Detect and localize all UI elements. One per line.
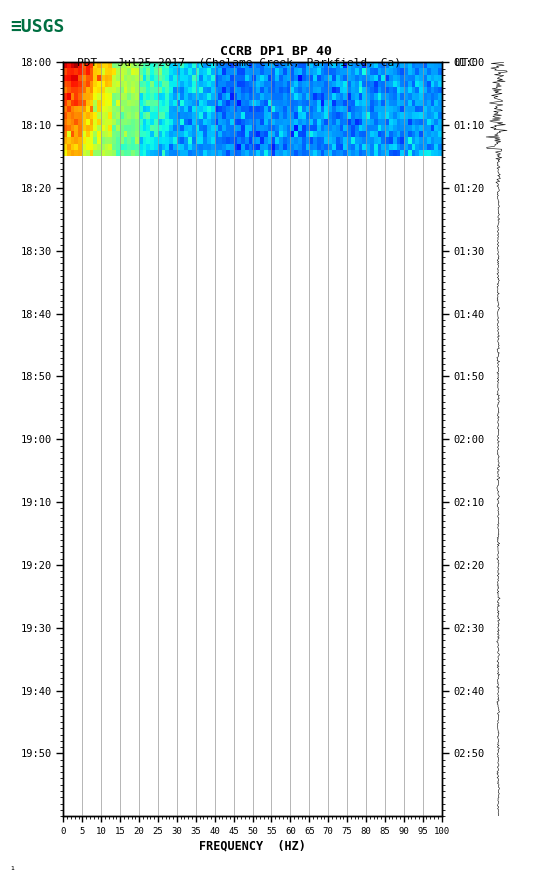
Text: ¹: ¹ — [10, 866, 14, 876]
Text: CCRB DP1 BP 40: CCRB DP1 BP 40 — [220, 45, 332, 58]
Text: PDT   Jul25,2017  (Cholame Creek, Parkfield, Ca)        UTC: PDT Jul25,2017 (Cholame Creek, Parkfield… — [77, 58, 475, 68]
X-axis label: FREQUENCY  (HZ): FREQUENCY (HZ) — [199, 839, 306, 853]
Text: ≡USGS: ≡USGS — [10, 18, 65, 36]
